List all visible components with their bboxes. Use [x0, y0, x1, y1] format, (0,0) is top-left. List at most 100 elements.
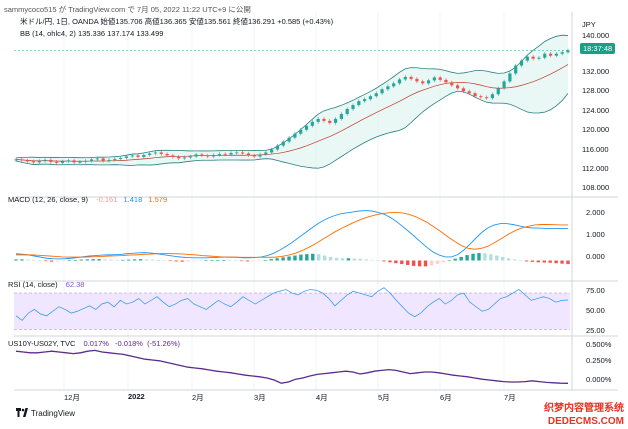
candle-body: [450, 82, 454, 86]
footer[interactable]: TradingView: [16, 408, 75, 419]
candle-body: [554, 53, 558, 56]
candle-body: [368, 96, 373, 100]
macd-histogram-bar: [20, 259, 24, 261]
macd-histogram-bar: [411, 260, 416, 266]
candle-body: [560, 52, 564, 54]
macd-histogram-bar: [305, 254, 309, 261]
candle-body: [543, 53, 547, 58]
candle-body: [84, 160, 88, 162]
macd-histogram-bar: [275, 258, 279, 261]
candle-body: [72, 160, 76, 163]
us10y-tick: 0.000%: [586, 375, 612, 384]
us10y-change: -0.018%: [115, 339, 143, 348]
chart-area[interactable]: [14, 12, 618, 404]
candle-body: [148, 153, 152, 155]
candle-body: [421, 81, 425, 84]
candle-body: [182, 157, 187, 159]
candle-body: [339, 113, 343, 119]
macd-tick: 0.000: [586, 252, 605, 261]
rsi-band: [14, 293, 570, 330]
candle-body: [124, 156, 128, 158]
macd-histogram-bar: [32, 259, 36, 261]
macd-title: MACD (12, 26, close, 9) -0.161 1.418 1.5…: [8, 195, 167, 204]
candle-body: [490, 94, 495, 99]
us10y-change-pct: (-51.26%): [147, 339, 180, 348]
macd-line-value: 1.418: [123, 195, 143, 204]
author-line: sammycoco515 が TradingView.com で 7月 05, …: [4, 5, 251, 14]
candle-body: [78, 161, 82, 163]
candle-body: [432, 77, 436, 81]
tradingview-logo-icon: [16, 408, 28, 419]
candle-body: [142, 154, 146, 157]
candle-body: [380, 89, 384, 94]
macd-histogram-bar: [352, 258, 357, 261]
candle-body: [310, 121, 314, 126]
macd-histogram-bar: [441, 260, 446, 263]
macd-histogram-bar: [257, 260, 262, 262]
candle-body: [153, 152, 158, 154]
macd-histogram-bar: [138, 259, 143, 261]
macd-histogram-bar: [263, 260, 267, 261]
currency-label: JPY: [582, 20, 596, 29]
us10y-pane: [15, 349, 569, 384]
macd-histogram-bar: [97, 259, 101, 261]
candle-body: [444, 79, 448, 83]
us10y-line: [15, 349, 569, 384]
price-tick: 120.000: [582, 125, 610, 134]
macd-histogram-bar: [340, 258, 345, 261]
macd-histogram-bar: [121, 259, 125, 261]
symbol-line: 米ドル/円, 1日, OANDA 始値135.706 高値136.365 安値1…: [20, 17, 334, 26]
macd-histogram-bar: [560, 260, 564, 264]
price-tick: 128.000: [582, 86, 610, 95]
candle-body: [537, 57, 541, 59]
macd-histogram-bar: [518, 260, 523, 262]
candle-body: [508, 73, 512, 82]
macd-histogram-bar: [382, 260, 386, 262]
macd-histogram-bar: [524, 260, 529, 262]
candle-body: [409, 76, 413, 79]
candle-body: [31, 161, 36, 163]
candle-body: [392, 83, 396, 87]
macd-histogram-bar: [49, 260, 54, 262]
macd-histogram-bar: [471, 253, 475, 261]
macd-histogram-bar: [364, 259, 368, 261]
macd-histogram-bar: [43, 260, 48, 262]
macd-histogram-bar: [489, 254, 493, 261]
candle-body: [333, 118, 338, 123]
macd-histogram-bar: [429, 260, 434, 266]
macd-histogram-bar: [548, 260, 552, 263]
macd-histogram-bar: [311, 253, 315, 261]
candle-body: [293, 133, 297, 138]
candle-body: [403, 76, 407, 80]
candle-body: [118, 157, 123, 159]
macd-histogram-bar: [394, 260, 398, 264]
price-tick: 112.000: [582, 164, 609, 173]
macd-pane: [14, 210, 570, 267]
macd-tick: 2.000: [586, 208, 605, 217]
candle-body: [229, 152, 233, 155]
candle-body: [55, 161, 59, 163]
macd-histogram-bar: [554, 260, 558, 264]
candle-body: [287, 137, 291, 142]
chart-canvas[interactable]: [14, 12, 618, 404]
macd-histogram-bar: [435, 260, 440, 264]
candle-body: [345, 109, 349, 114]
macd-signal-value: 1.579: [148, 195, 168, 204]
candle-body: [438, 77, 442, 80]
macd-histogram-bar: [156, 260, 161, 261]
candle-body: [456, 85, 460, 89]
macd-histogram-bar: [536, 260, 541, 263]
rsi-tick: 25.00: [586, 326, 605, 335]
x-tick: 7月: [504, 393, 516, 402]
rsi-label: RSI (14, close): [8, 280, 58, 289]
us10y-label: US10Y-US02Y, TVC: [8, 339, 76, 348]
macd-histogram-bar: [26, 259, 30, 261]
candle-body: [26, 160, 30, 162]
candle-body: [130, 155, 134, 157]
macd-histogram-bar: [91, 259, 95, 261]
bb-fill: [16, 35, 568, 169]
macd-histogram-bar: [14, 259, 18, 261]
candle-body: [473, 93, 477, 97]
candle-body: [246, 153, 251, 156]
macd-histogram-bar: [406, 260, 410, 265]
